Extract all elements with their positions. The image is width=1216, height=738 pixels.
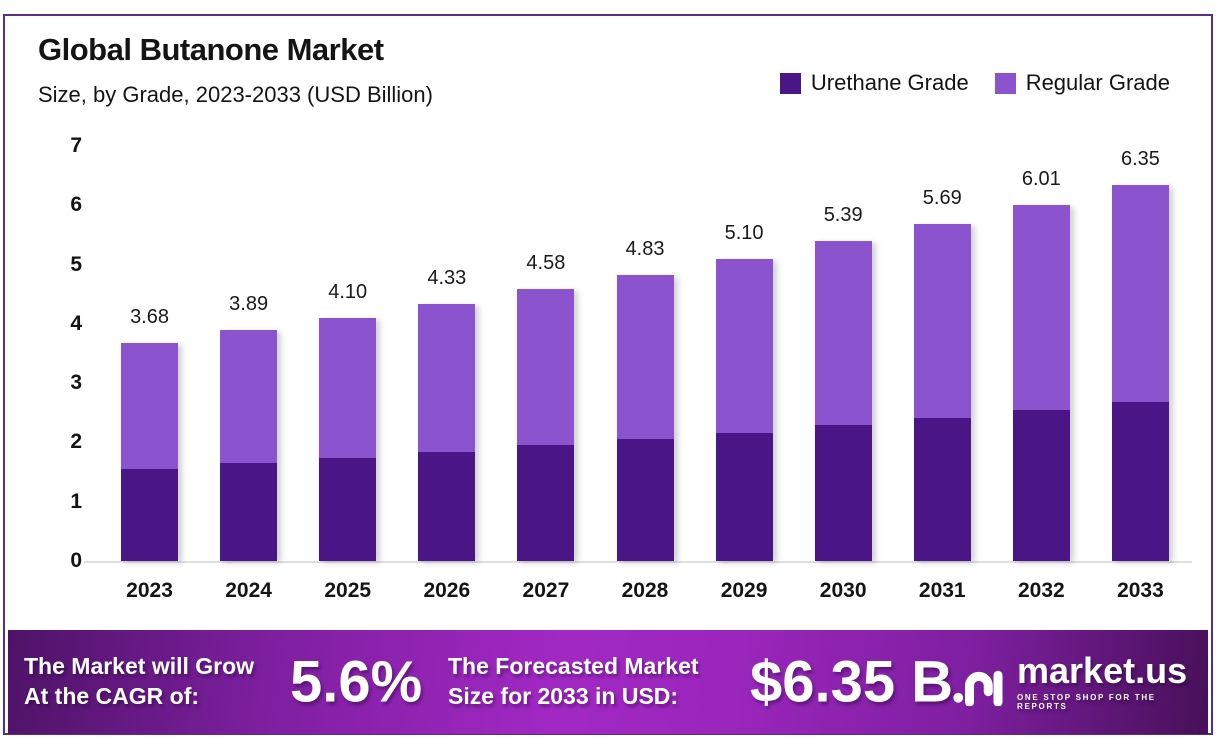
bar-2031-regular-segment — [913, 223, 971, 419]
legend-item-urethane-grade: Urethane Grade — [779, 70, 969, 96]
bar-value-label-2025: 4.10 — [328, 280, 368, 303]
plot-area: 3.68 2023 3.89 2024 4.10 2025 4.33 2026 4.58 2027… — [84, 146, 1192, 602]
x-axis-label-2032: 2032 — [1017, 579, 1065, 602]
x-axis-label-2025: 2025 — [324, 579, 372, 602]
x-axis-label-2031: 2031 — [918, 579, 966, 602]
y-tick-label: 6 — [70, 193, 82, 217]
bar-2030-regular-segment — [814, 241, 872, 426]
bar-2031 — [913, 223, 971, 561]
x-axis-label-2029: 2029 — [720, 579, 768, 602]
bar-2025-urethane-segment — [319, 457, 377, 561]
bar-2026-urethane-segment — [418, 451, 476, 561]
legend-swatch — [779, 72, 801, 94]
bar-2029-regular-segment — [715, 258, 773, 433]
bar-2028 — [616, 274, 674, 561]
bar-2027-urethane-segment — [517, 445, 575, 561]
chart-legend: Urethane Grade Regular Grade — [779, 70, 1170, 96]
x-axis-label-2028: 2028 — [621, 579, 669, 602]
bar-2033-urethane-segment — [1111, 401, 1169, 561]
legend-label: Urethane Grade — [810, 70, 969, 95]
bar-value-label-2031: 5.69 — [922, 186, 962, 209]
y-tick-label: 2 — [70, 430, 82, 454]
bar-2029-urethane-segment — [715, 432, 773, 561]
bar-2030 — [814, 241, 872, 561]
bar-2031-urethane-segment — [913, 418, 971, 561]
y-tick-label: 4 — [70, 311, 82, 335]
forecast-label-line1: The Forecasted Market — [448, 653, 699, 680]
legend-item-regular-grade: Regular Grade — [994, 70, 1170, 96]
bar-2024-regular-segment — [220, 330, 278, 463]
bar-2025 — [319, 317, 377, 561]
bar-value-label-2033: 6.35 — [1120, 147, 1160, 170]
bar-value-label-2032: 6.01 — [1021, 167, 1061, 190]
cagr-label: The Market will Grow At the CAGR of: — [24, 652, 254, 712]
legend-swatch — [994, 72, 1016, 94]
y-tick-label: 3 — [70, 371, 82, 395]
bar-value-label-2029: 5.10 — [724, 221, 764, 244]
marketus-logo-tagline: ONE STOP SHOP FOR THE REPORTS — [1017, 693, 1156, 711]
bar-2032-urethane-segment — [1012, 409, 1070, 561]
y-tick-label: 5 — [70, 252, 82, 276]
bar-value-label-2023: 3.68 — [130, 305, 169, 328]
bar-2024 — [220, 330, 278, 561]
page-subtitle: Size, by Grade, 2023-2033 (USD Billion) — [38, 82, 433, 107]
forecast-value: $6.35 B — [750, 649, 954, 715]
bar-2029 — [715, 258, 773, 561]
bar-2028-regular-segment — [616, 274, 674, 440]
x-axis-label-2027: 2027 — [522, 579, 570, 602]
footer-banner: The Market will Grow At the CAGR of: 5.6… — [8, 630, 1208, 734]
bar-2033 — [1111, 184, 1169, 561]
cagr-value: 5.6% — [290, 649, 423, 715]
y-tick-label: 0 — [70, 549, 82, 572]
bar-value-label-2027: 4.58 — [526, 252, 566, 275]
x-axis-label-2026: 2026 — [423, 579, 471, 602]
bar-2023-regular-segment — [121, 342, 179, 469]
y-axis: 0 1 2 3 4 5 6 7 — [48, 134, 82, 572]
bar-value-label-2028: 4.83 — [625, 237, 665, 260]
cagr-label-line2: At the CAGR of: — [24, 683, 200, 709]
bar-2028-urethane-segment — [616, 439, 674, 561]
marketus-logo-text: market.us — [1017, 650, 1188, 691]
x-axis-label-2023: 2023 — [126, 579, 173, 602]
bar-2032 — [1012, 204, 1070, 561]
bar-2032-regular-segment — [1012, 204, 1070, 410]
bar-value-label-2030: 5.39 — [823, 204, 863, 227]
page-title: Global Butanone Market — [38, 32, 384, 67]
bar-2030-urethane-segment — [814, 425, 872, 561]
marketus-logo: market.us ONE STOP SHOP FOR THE REPORTS — [953, 653, 1208, 711]
bar-2023-urethane-segment — [121, 468, 179, 561]
y-tick-label: 7 — [70, 134, 82, 157]
cagr-label-line1: The Market will Grow — [24, 653, 255, 680]
bar-value-label-2026: 4.33 — [427, 267, 467, 290]
bar-2033-regular-segment — [1111, 184, 1169, 402]
x-axis-line — [84, 561, 1192, 563]
forecast-label-line2: Size for 2033 in USD: — [448, 683, 679, 709]
bar-2024-urethane-segment — [220, 462, 278, 561]
legend-label: Regular Grade — [1025, 70, 1170, 95]
bar-2026-regular-segment — [418, 304, 476, 452]
y-tick-label: 1 — [70, 489, 82, 513]
bar-2025-regular-segment — [319, 317, 377, 458]
forecast-label: The Forecasted Market Size for 2033 in U… — [448, 652, 699, 712]
bar-value-label-2024: 3.89 — [229, 293, 269, 316]
bar-2026 — [418, 304, 476, 561]
bar-2027 — [517, 289, 575, 561]
bar-2027-regular-segment — [517, 289, 575, 446]
x-axis-label-2033: 2033 — [1117, 579, 1164, 602]
marketus-logo-icon — [953, 658, 1007, 707]
bar-2023 — [121, 342, 179, 561]
x-axis-label-2030: 2030 — [819, 579, 867, 602]
x-axis-label-2024: 2024 — [225, 579, 272, 602]
